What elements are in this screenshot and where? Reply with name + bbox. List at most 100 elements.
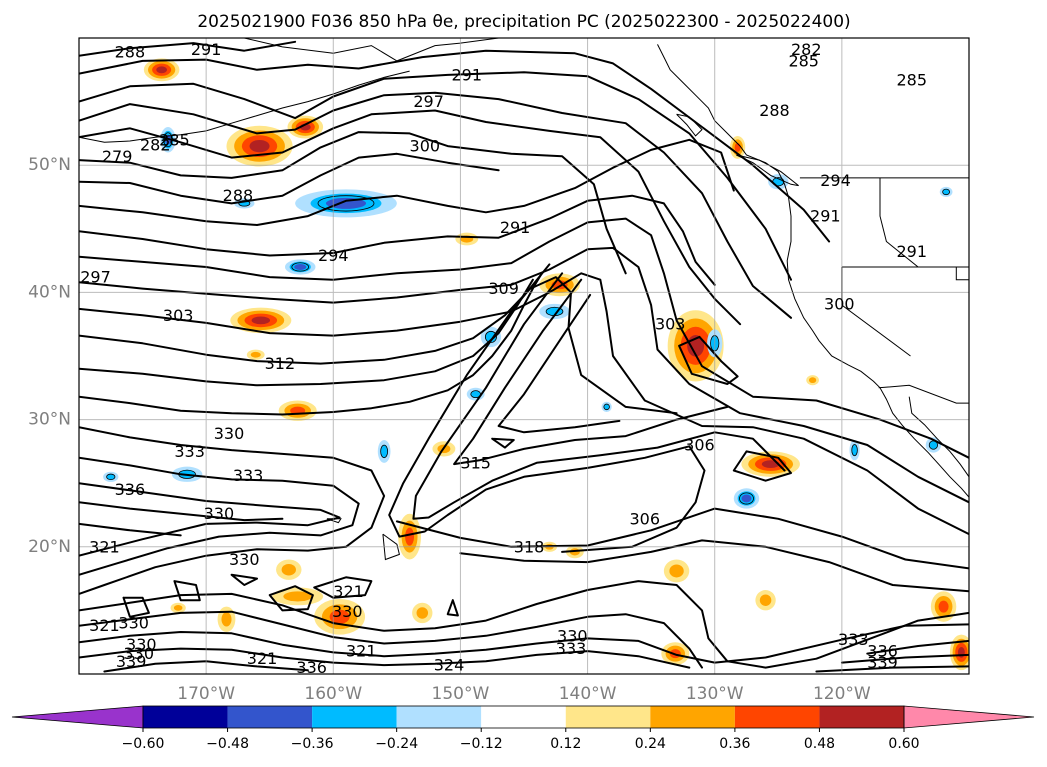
positive-precip-region [755, 590, 776, 611]
contour-label: 303 [163, 306, 194, 325]
contour-labels: 288 2912912973002822852852882942912913003… [80, 40, 927, 674]
contour-label: 291 [191, 40, 222, 59]
negative-precip-region [849, 439, 860, 461]
theta-e-contour-line [79, 610, 703, 669]
negative-precip-shade [741, 494, 752, 503]
contour-label: 333 [174, 442, 205, 461]
colorbar: −0.60 −0.48 −0.36 −0.24 −0.12 0.12 0.24 0.36 0.4… [11, 705, 1035, 752]
colorbar-segment [565, 706, 651, 728]
negative-precip-shade [942, 189, 950, 195]
theta-e-contour-line [497, 293, 621, 434]
negative-precip-shade [929, 440, 938, 450]
theta-e-contour-line [79, 522, 182, 537]
contour-label: 294 [318, 246, 349, 265]
contour-label: 339 [116, 652, 147, 671]
longitude-tick-label: 120°W [813, 684, 871, 704]
colorbar-extension-max [903, 705, 1035, 729]
positive-precip-region [246, 349, 265, 360]
contour-label: 306 [630, 509, 661, 528]
negative-precip-region [377, 439, 391, 463]
theta-e-contour-line [79, 501, 284, 522]
theta-e-contour-line [79, 623, 969, 664]
contour-label: 279 [102, 147, 133, 166]
contour-label: 288 [223, 186, 254, 205]
contour-label: 312 [265, 354, 296, 373]
latitude-tick-label: 30°N [28, 410, 71, 430]
coastline [382, 533, 400, 561]
contour-label: 321 [247, 649, 278, 668]
colorbar-tick-label: 0.12 [550, 736, 581, 752]
negative-precip-shade [603, 404, 610, 410]
positive-precip-shade [249, 139, 270, 153]
contour-label: 333 [556, 639, 587, 658]
longitude-tick-label: 170°W [177, 684, 235, 704]
negative-precip-outline [603, 403, 610, 411]
contour-label: 303 [655, 315, 686, 334]
colorbar-tick-label: −0.60 [122, 736, 165, 752]
longitude-tick-label: 130°W [686, 684, 744, 704]
positive-precip-region [170, 602, 186, 613]
negative-precip-outline [851, 444, 858, 457]
colorbar-extension-min [11, 705, 144, 729]
contour-label: 300 [410, 137, 441, 156]
positive-precip-region [806, 375, 819, 386]
negative-precip-region [939, 186, 953, 197]
positive-precip-shade [173, 604, 183, 611]
theta-e-contour-line [79, 152, 500, 205]
negative-precip-region [295, 189, 397, 218]
negative-precip-outline [380, 444, 389, 459]
positive-precip-region [272, 587, 324, 606]
longitude-tick-labels: 170°W 160°W 150°W 140°W 130°W 120°W [177, 684, 871, 704]
positive-precip-shade [669, 564, 684, 578]
colorbar-tick-label: −0.36 [291, 736, 334, 752]
theta-e-contour-line [79, 272, 543, 416]
latitude-tick-label: 20°N [28, 537, 71, 557]
negative-precip-region [284, 259, 316, 275]
contour-label: 339 [867, 653, 898, 672]
positive-precip-shade [809, 377, 817, 384]
positive-precip-shade [416, 607, 429, 619]
contour-label: 291 [500, 218, 531, 237]
contour-label: 321 [89, 537, 120, 556]
coastline [879, 177, 919, 268]
colorbar-tick-label: 0.48 [804, 736, 835, 752]
theta-e-contour-line [453, 278, 729, 466]
contour-label: 330 [229, 550, 260, 569]
longitude-tick-label: 160°W [304, 684, 362, 704]
theta-e-contour-line [79, 49, 831, 243]
negative-precip-shade [106, 473, 116, 480]
theta-e-contour-line [459, 539, 969, 593]
positive-precip-region [226, 125, 293, 167]
negative-precip-shade [485, 331, 497, 343]
contour-label: 282 [791, 40, 822, 59]
plot-area: 288 2912912973002822852852882942912913003… [79, 38, 969, 674]
coastline [657, 44, 969, 498]
theta-e-contour-line [122, 596, 150, 618]
theta-e-contour-line [79, 272, 969, 536]
positive-precip-shade [251, 316, 271, 325]
negative-precip-shade [380, 444, 388, 458]
longitude-tick-label: 150°W [432, 684, 490, 704]
theta-e-contour-line [79, 482, 341, 557]
negative-precip-shade [294, 263, 307, 270]
positive-precip-shade [250, 351, 261, 358]
positive-precip-shade [329, 609, 350, 624]
positive-precip-shade [283, 591, 313, 602]
colorbar-tick-label: −0.24 [375, 736, 418, 752]
negative-precip-shade [851, 444, 858, 456]
contour-label: 330 [204, 504, 235, 523]
contour-label: 336 [867, 642, 898, 661]
latitude-tick-label: 50°N [28, 155, 71, 175]
colorbar-tick-label: 0.60 [888, 736, 919, 752]
latitude-tick-label: 40°N [28, 282, 71, 302]
colorbar-segment [312, 706, 397, 728]
coastline [79, 70, 410, 143]
colorbar-tick-label: 0.36 [719, 736, 750, 752]
colorbar-frame [142, 705, 905, 729]
coastline [244, 38, 544, 62]
positive-precip-region [217, 606, 236, 633]
contour-label: 330 [214, 424, 245, 443]
theta-e-contour-line [388, 263, 706, 553]
contour-label: 333 [838, 630, 869, 649]
